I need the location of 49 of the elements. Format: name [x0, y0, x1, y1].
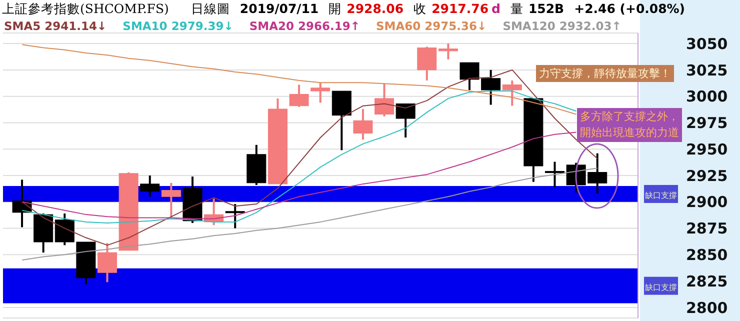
candlestick — [396, 102, 416, 138]
candlestick — [438, 42, 458, 60]
y-tick-label: 2975 — [686, 114, 728, 132]
text: 收 — [414, 1, 427, 18]
text: SMA5 — [4, 19, 41, 33]
y-tick-label: 2800 — [686, 298, 728, 317]
candlestick — [289, 84, 309, 108]
annotation: 2932.03↑ — [559, 19, 622, 33]
annotation: 2975.36↓ — [424, 19, 487, 33]
text: SMA10 — [122, 19, 168, 33]
candlestick — [140, 174, 160, 198]
text: SMA20 — [249, 19, 294, 33]
y-tick-label: 2925 — [686, 166, 728, 185]
text: 開 — [328, 1, 342, 18]
annotation: 2966.19↑ — [298, 19, 360, 33]
candlestick — [374, 82, 394, 118]
candlestick — [98, 242, 118, 284]
text: 2917.76 — [432, 1, 489, 16]
candlestick — [417, 46, 437, 82]
annotation: 多方除了支撐之外， — [580, 109, 679, 125]
annotation: 力守支撐，靜待放量攻擊！ — [536, 65, 674, 82]
candlestick — [310, 82, 330, 104]
text: 日線圖 — [190, 1, 230, 18]
text: 2019/07/11 — [240, 1, 319, 16]
annotation: 開始出現進攻的力道 — [580, 125, 679, 141]
y-tick-label: 2900 — [686, 193, 728, 212]
chart-title: 上証參考指數(SHCOMP.FS) — [2, 1, 169, 18]
text: +2.46 (+0.08%) — [574, 1, 686, 16]
text: d — [492, 1, 500, 16]
candlestick — [502, 80, 522, 107]
y-tick-label: 3000 — [686, 88, 728, 106]
text: 152B — [528, 1, 564, 16]
y-tick-label: 3025 — [686, 61, 728, 80]
band-label: 缺口支撐 — [645, 282, 677, 292]
annotation: 2979.39↓ — [171, 19, 234, 33]
annotation: 2941.14↓ — [44, 19, 107, 33]
text: 2928.06 — [346, 1, 404, 16]
candlestick — [353, 108, 373, 141]
text: SMA120 — [502, 19, 556, 33]
y-tick-label: 3050 — [686, 34, 728, 53]
y-tick-label: 2825 — [686, 272, 728, 290]
y-tick-label: 2850 — [686, 246, 728, 264]
y-tick-label: 2875 — [686, 220, 728, 238]
text: 量 — [510, 1, 524, 18]
text: SMA60 — [376, 19, 421, 33]
y-tick-label: 2950 — [686, 140, 728, 158]
band-label: 缺口支撐 — [645, 190, 677, 200]
candlestick — [225, 203, 245, 230]
candlestick — [161, 182, 181, 218]
